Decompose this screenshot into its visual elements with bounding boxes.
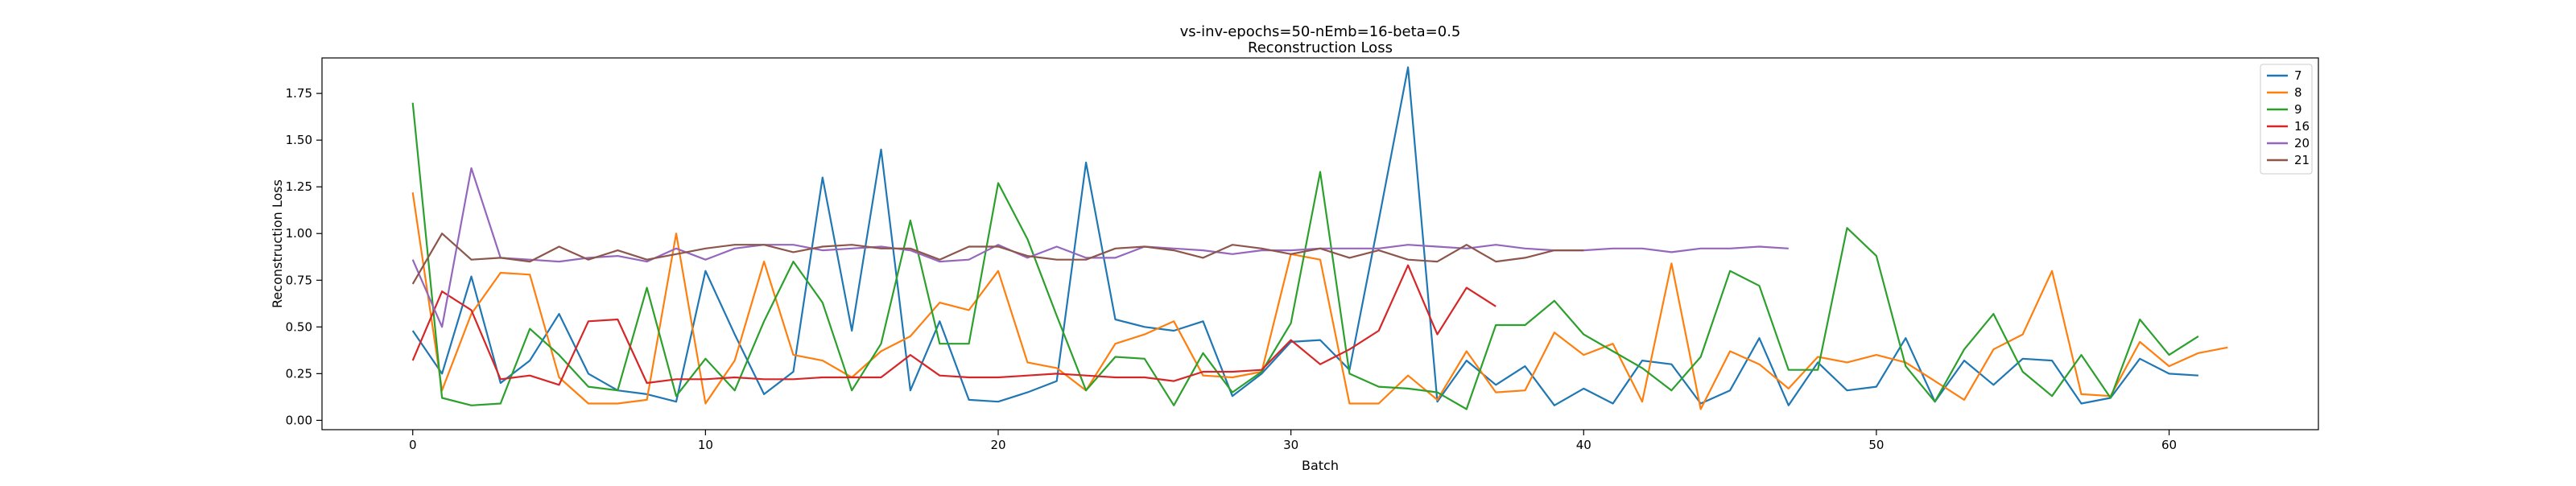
series-line-16 (411, 264, 1496, 386)
series-line-7 (411, 66, 2198, 406)
plot-frame (321, 57, 2319, 430)
y-tick-label: 1.00 (286, 226, 312, 241)
series-line-20 (411, 167, 1789, 328)
y-tick-label: 0.25 (286, 366, 312, 381)
legend-label-16: 16 (2294, 119, 2310, 134)
chart-subtitle: Reconstruction Loss (1248, 39, 1393, 56)
legend-label-20: 20 (2294, 136, 2310, 150)
y-tick-label: 0.75 (286, 273, 312, 287)
y-axis-label: Reconstruction Loss (270, 179, 285, 308)
legend-label-21: 21 (2294, 153, 2310, 167)
y-tick-label: 0.00 (286, 413, 312, 427)
x-tick-label: 50 (1868, 438, 1884, 452)
plot-area (411, 66, 2228, 410)
legend-label-7: 7 (2294, 68, 2302, 83)
x-tick-label: 20 (990, 438, 1005, 452)
y-axis: 0.00 0.25 0.50 0.75 1.00 1.25 1.50 1.75 (286, 86, 322, 427)
legend-label-8: 8 (2294, 85, 2302, 100)
series-line-9 (411, 102, 2199, 410)
x-tick-label: 0 (409, 438, 417, 452)
legend: 7 8 9 16 20 21 (2260, 64, 2313, 175)
series-line-21 (411, 233, 1584, 285)
y-tick-label: 1.50 (286, 133, 312, 147)
chart-title: vs-inv-epochs=50-nEmb=16-beta=0.5 (1180, 23, 1461, 40)
y-tick-label: 1.25 (286, 179, 312, 194)
series-line-8 (411, 192, 2228, 410)
y-tick-label: 1.75 (286, 86, 312, 101)
y-tick-label: 0.50 (286, 319, 312, 334)
x-tick-label: 60 (2161, 438, 2177, 452)
x-tick-label: 30 (1283, 438, 1298, 452)
x-tick-label: 10 (698, 438, 713, 452)
legend-label-9: 9 (2294, 102, 2302, 117)
x-tick-label: 40 (1576, 438, 1591, 452)
x-axis-label: Batch (1302, 458, 1339, 473)
x-axis: 0 10 20 30 40 50 60 (409, 430, 2177, 452)
